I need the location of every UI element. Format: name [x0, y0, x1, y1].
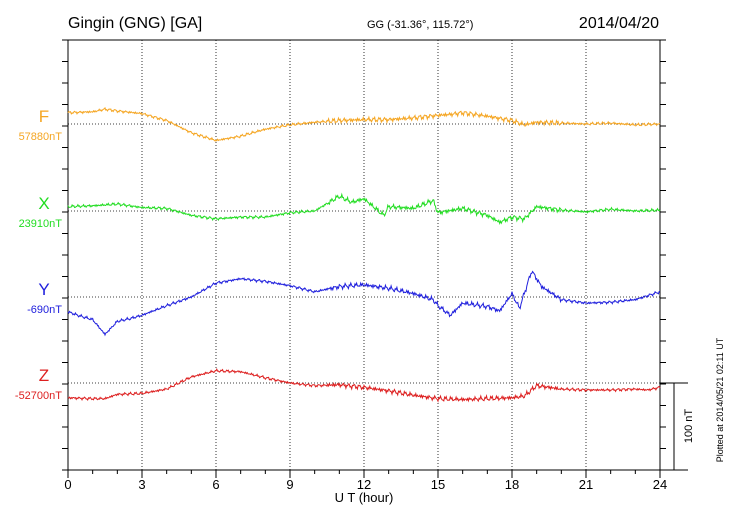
series-line-f [67, 106, 661, 142]
x-tick-labels: 0 3 6 9 12 15 18 21 24 [64, 477, 667, 492]
baseline-value-y: -690nT [27, 304, 62, 316]
date-label: 2014/04/20 [579, 15, 659, 32]
series-line-x [67, 192, 661, 226]
x-tick-label: 12 [357, 477, 371, 492]
scale-bar: 100 nT [660, 382, 695, 471]
station-title: Gingin (GNG) [GA] [68, 15, 202, 32]
x-tick-label: 18 [505, 477, 519, 492]
x-tick-label: 15 [431, 477, 445, 492]
component-label-x: X [38, 194, 49, 213]
series-labels: F 57880nT X 23910nT Y -690nT Z -52700nT [15, 107, 62, 402]
station-coords: GG (-31.36°, 115.72°) [367, 19, 473, 31]
plot-frame [67, 39, 661, 471]
series-line-z [67, 368, 661, 403]
baseline-value-f: 57880nT [19, 131, 63, 143]
baseline-value-z: -52700nT [15, 390, 62, 402]
x-axis-label: U T (hour) [335, 490, 394, 505]
x-tick-label: 9 [286, 477, 293, 492]
series-line-y [67, 270, 661, 337]
component-label-z: Z [39, 366, 49, 385]
x-tick-label: 3 [138, 477, 145, 492]
component-label-y: Y [38, 280, 49, 299]
series-lines [67, 106, 661, 403]
x-tick-label: 6 [212, 477, 219, 492]
x-tick-label: 21 [579, 477, 593, 492]
baseline-value-x: 23910nT [19, 218, 63, 230]
x-tick-label: 0 [64, 477, 71, 492]
plotted-timestamp: Plotted at 2014/05/21 02:11 UT [715, 337, 725, 462]
scale-bar-label: 100 nT [683, 409, 695, 444]
component-label-f: F [39, 107, 49, 126]
x-tick-label: 24 [653, 477, 667, 492]
axis-ticks [62, 39, 666, 478]
grid [141, 40, 587, 470]
